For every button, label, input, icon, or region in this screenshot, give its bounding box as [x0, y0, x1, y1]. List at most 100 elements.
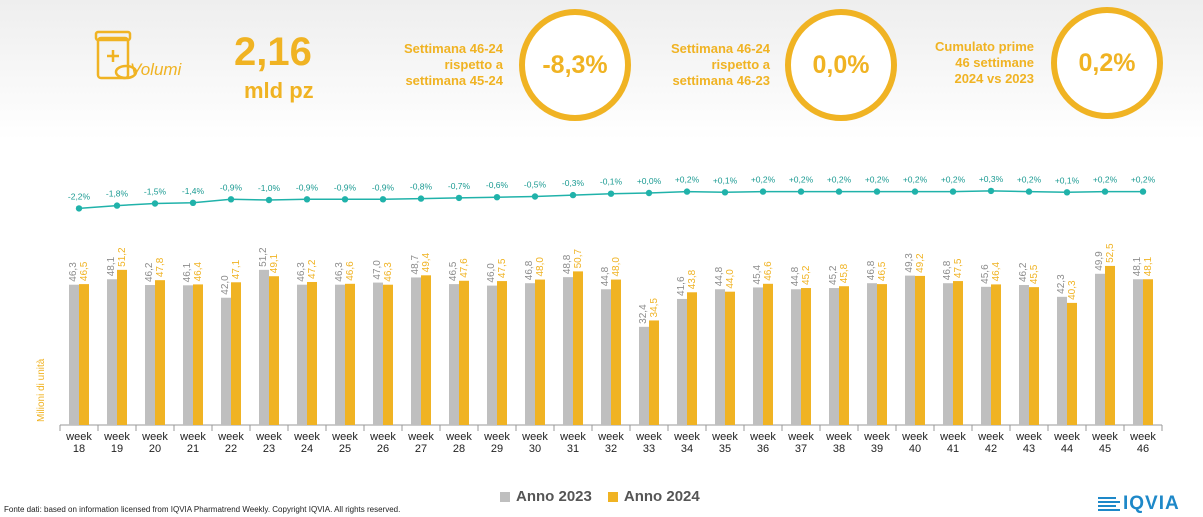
x-tick-label: week — [141, 431, 168, 443]
bar-label-2024: 46,5 — [877, 261, 888, 281]
cumulative-point — [759, 188, 767, 195]
bar-label-2024: 47,1 — [231, 259, 242, 279]
legend-item-2024: Anno 2024 — [607, 488, 700, 505]
bar-label-2024: 49,2 — [915, 253, 926, 273]
cumulative-point — [417, 195, 425, 202]
cumulative-point — [379, 196, 387, 203]
kpi-3-value: 0,2% — [1078, 48, 1136, 77]
x-tick-label: week — [445, 431, 472, 443]
y-axis-label: Milioni di unità — [36, 358, 47, 422]
cumulative-label: -1,0% — [258, 183, 281, 193]
bar-2023 — [183, 285, 193, 425]
bar-label-2024: 47,2 — [307, 259, 318, 279]
bar-label-2024: 47,6 — [459, 258, 470, 278]
bar-2023 — [1095, 273, 1105, 425]
bar-label-2023: 47,0 — [372, 260, 383, 280]
bar-label-2023: 46,8 — [866, 260, 877, 280]
x-tick-label: week — [749, 431, 776, 443]
cumulative-point — [113, 202, 121, 209]
x-tick-label: week — [255, 431, 282, 443]
cumulative-point — [949, 188, 957, 195]
cumulative-point — [721, 189, 729, 196]
x-tick-label: week — [1053, 431, 1080, 443]
bar-2024 — [725, 291, 735, 425]
cumulative-point — [151, 200, 159, 207]
bar-label-2024: 48,1 — [1143, 256, 1154, 276]
x-tick-label: week — [939, 431, 966, 443]
cumulative-point — [645, 189, 653, 197]
x-tick-label: 46 — [1137, 443, 1149, 455]
cumulative-label: -0,6% — [486, 180, 509, 190]
bar-2023 — [487, 285, 497, 425]
x-tick-label: week — [559, 431, 586, 443]
bar-label-2023: 44,8 — [600, 266, 611, 286]
x-tick-label: 21 — [187, 443, 199, 455]
cumulative-label: -0,1% — [600, 177, 623, 187]
cumulative-label: -0,7% — [448, 181, 471, 191]
cumulative-label: -0,3% — [562, 178, 585, 188]
bar-label-2023: 46,3 — [296, 262, 307, 282]
bar-2024 — [953, 281, 963, 425]
cumulative-point — [1101, 188, 1109, 195]
x-tick-label: 30 — [529, 443, 541, 455]
cumulative-point — [683, 188, 691, 195]
x-tick-label: 43 — [1023, 443, 1035, 455]
cumulative-point — [569, 191, 577, 199]
bar-2024 — [877, 284, 887, 425]
bar-label-2023: 48,7 — [410, 255, 421, 275]
bar-2024 — [1105, 265, 1115, 425]
cumulative-label: +0,2% — [675, 175, 700, 185]
cumulative-label: +0,2% — [1131, 175, 1156, 185]
bar-2023 — [753, 287, 763, 425]
bar-label-2024: 46,3 — [383, 262, 394, 282]
bar-2024 — [687, 292, 697, 425]
bar-2024 — [79, 284, 89, 425]
bar-label-2024: 43,8 — [687, 269, 698, 289]
bar-2024 — [307, 281, 317, 425]
bar-2024 — [611, 279, 621, 425]
legend-label-2023: Anno 2023 — [516, 488, 592, 505]
x-tick-label: 40 — [909, 443, 921, 455]
bar-2023 — [1133, 279, 1143, 425]
kpi-2-circle: 0,0% — [785, 9, 897, 121]
bar-label-2024: 48,0 — [611, 257, 622, 277]
bar-2024 — [421, 275, 431, 425]
legend-swatch-2024 — [607, 491, 618, 502]
cumulative-label: +0,2% — [789, 175, 814, 185]
x-tick-label: 44 — [1061, 443, 1073, 455]
cumulative-point — [531, 193, 539, 200]
bar-2024 — [345, 283, 355, 425]
cumulative-point — [1063, 189, 1071, 196]
bar-2023 — [221, 297, 231, 425]
x-tick-label: 39 — [871, 443, 883, 455]
cumulative-point — [227, 196, 235, 203]
cumulative-label: +0,1% — [1055, 175, 1080, 185]
cumulative-point — [341, 196, 349, 203]
bar-label-2023: 46,3 — [334, 262, 345, 282]
bar-label-2024: 52,5 — [1105, 243, 1116, 263]
cumulative-label: -1,5% — [144, 187, 167, 197]
bar-2023 — [563, 277, 573, 425]
source-note: Fonte dati: based on information license… — [4, 505, 401, 514]
bar-2023 — [905, 275, 915, 425]
x-tick-label: week — [483, 431, 510, 443]
x-tick-label: 28 — [453, 443, 465, 455]
x-tick-label: week — [977, 431, 1004, 443]
x-tick-label: week — [597, 431, 624, 443]
bar-label-2023: 51,2 — [258, 247, 269, 267]
bar-label-2024: 47,8 — [155, 257, 166, 277]
bar-label-2023: 44,8 — [790, 266, 801, 286]
x-tick-label: week — [1091, 431, 1118, 443]
cumulative-label: -1,4% — [182, 186, 205, 196]
cumulative-point — [911, 188, 919, 195]
volumes-unit: mld pz — [244, 78, 314, 103]
bar-2023 — [145, 285, 155, 425]
bar-2024 — [991, 284, 1001, 425]
cumulative-label: +0,2% — [751, 175, 776, 185]
x-tick-label: 20 — [149, 443, 161, 455]
x-tick-label: week — [369, 431, 396, 443]
cumulative-label: +0,2% — [941, 175, 966, 185]
bar-2024 — [763, 283, 773, 425]
bar-2023 — [639, 326, 649, 425]
bar-label-2024: 46,4 — [991, 262, 1002, 282]
